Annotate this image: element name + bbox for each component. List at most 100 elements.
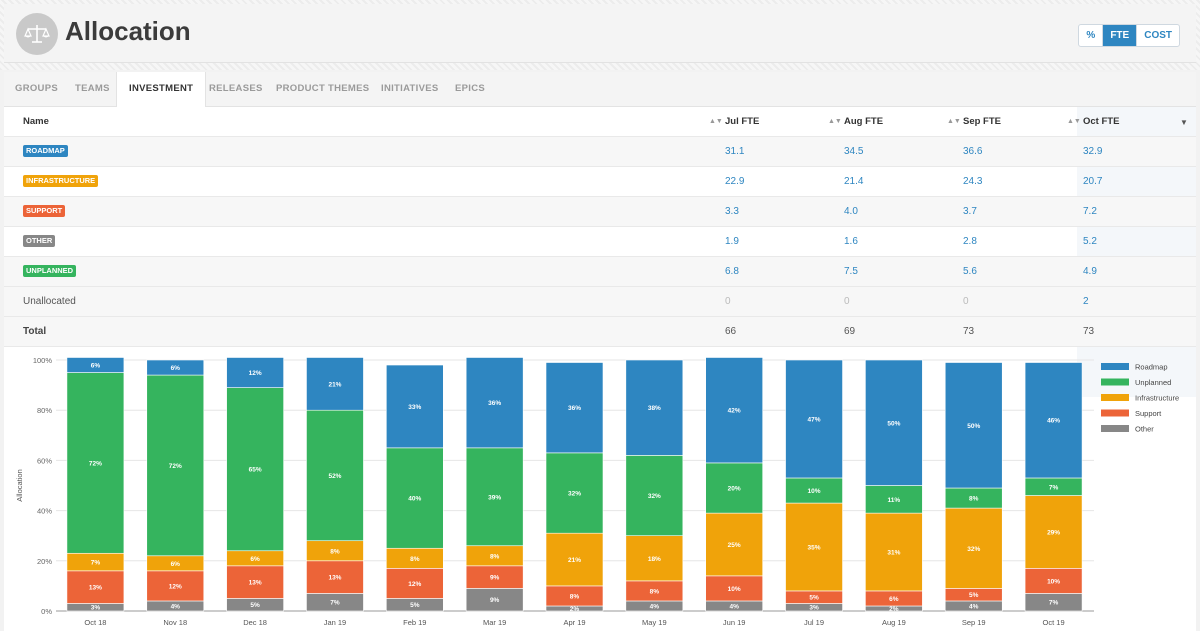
tab-product-themes[interactable]: PRODUCT THEMES xyxy=(276,83,370,94)
bar-segment-roadmap[interactable] xyxy=(465,357,524,449)
table-cell: 69 xyxy=(844,326,856,337)
bar-segment-unplanned[interactable] xyxy=(865,485,923,514)
bar-segment-infrastructure[interactable] xyxy=(785,502,843,592)
table-cell[interactable]: 31.1 xyxy=(725,146,745,157)
bar-segment-roadmap[interactable] xyxy=(785,359,843,479)
category-tag[interactable]: SUPPORT xyxy=(23,205,66,218)
table-cell[interactable]: 7.5 xyxy=(844,266,858,277)
sort-icon[interactable]: ▲▼ xyxy=(828,118,842,125)
bar-segment-unplanned[interactable] xyxy=(306,409,364,542)
bar-segment-support[interactable] xyxy=(66,570,125,604)
data-label: 7% xyxy=(91,560,101,567)
column-header-sep[interactable]: Sep FTE xyxy=(963,116,1002,127)
table-cell[interactable]: 1.9 xyxy=(725,236,739,247)
table-cell[interactable]: 3.3 xyxy=(725,206,739,217)
data-label: 12% xyxy=(169,583,182,590)
table-cell[interactable]: 24.3 xyxy=(963,176,983,187)
bar-segment-roadmap[interactable] xyxy=(865,359,923,486)
bar-segment-unplanned[interactable] xyxy=(226,387,284,552)
toggle-percent-button[interactable]: % xyxy=(1086,30,1096,41)
tab-teams[interactable]: TEAMS xyxy=(75,83,110,94)
bar-segment-unplanned[interactable] xyxy=(705,462,763,514)
bar-segment-unplanned[interactable] xyxy=(465,447,524,547)
bar-segment-unplanned[interactable] xyxy=(545,452,604,534)
table-cell[interactable]: 20.7 xyxy=(1083,176,1103,187)
legend-label[interactable]: Roadmap xyxy=(1135,363,1168,372)
bar-segment-unplanned[interactable] xyxy=(785,477,843,504)
data-label: 11% xyxy=(888,497,901,504)
table-cell[interactable]: 5.2 xyxy=(1083,236,1097,247)
category-tag[interactable]: ROADMAP xyxy=(23,145,68,158)
bar-segment-roadmap[interactable] xyxy=(66,357,125,373)
legend-swatch[interactable] xyxy=(1101,363,1129,370)
page-header: Allocation % FTE COST xyxy=(4,4,1196,63)
data-label: 18% xyxy=(648,556,661,563)
bar-segment-roadmap[interactable] xyxy=(1024,362,1083,479)
legend-label[interactable]: Other xyxy=(1135,425,1154,434)
legend-label[interactable]: Infrastructure xyxy=(1135,394,1179,403)
table-cell[interactable]: 4.9 xyxy=(1083,266,1097,277)
sort-icon[interactable]: ▲▼ xyxy=(709,118,723,125)
table-cell[interactable]: 6.8 xyxy=(725,266,739,277)
sort-icon[interactable]: ▲▼ xyxy=(947,118,961,125)
column-header-aug[interactable]: Aug FTE xyxy=(844,116,884,127)
bar-segment-roadmap[interactable] xyxy=(306,357,364,411)
table-cell[interactable]: 7.2 xyxy=(1083,206,1097,217)
column-header-jul[interactable]: Jul FTE xyxy=(725,116,760,127)
legend-swatch[interactable] xyxy=(1101,425,1129,432)
tab-releases[interactable]: RELEASES xyxy=(209,83,263,94)
table-cell[interactable]: 36.6 xyxy=(963,146,983,157)
table-row: OTHER 1.9 1.6 2.8 5.2 xyxy=(4,227,1196,257)
bar-segment-roadmap[interactable] xyxy=(146,359,205,376)
sort-icon[interactable]: ▲▼ xyxy=(1067,118,1081,125)
bar-segment-support[interactable] xyxy=(226,565,284,599)
table-cell[interactable]: 2 xyxy=(1083,296,1089,307)
bar-segment-roadmap[interactable] xyxy=(625,359,684,456)
main-panel: GROUPS TEAMS INVESTMENT RELEASES PRODUCT… xyxy=(4,72,1196,631)
table-cell[interactable]: 5.6 xyxy=(963,266,977,277)
table-cell[interactable]: 1.6 xyxy=(844,236,858,247)
category-tag[interactable]: UNPLANNED xyxy=(23,265,77,278)
category-tag[interactable]: INFRASTRUCTURE xyxy=(23,175,99,188)
bar-segment-unplanned[interactable] xyxy=(386,447,444,549)
bar-segment-roadmap[interactable] xyxy=(705,357,763,464)
table-cell[interactable]: 21.4 xyxy=(844,176,864,187)
data-label: 12% xyxy=(249,370,262,377)
tab-initiatives[interactable]: INITIATIVES xyxy=(381,83,439,94)
bar-segment-unplanned[interactable] xyxy=(625,455,684,536)
legend-swatch[interactable] xyxy=(1101,378,1129,386)
table-cell[interactable]: 22.9 xyxy=(725,176,745,187)
sort-desc-icon[interactable]: ▼ xyxy=(1180,118,1188,127)
legend-swatch[interactable] xyxy=(1101,394,1129,401)
data-label: 38% xyxy=(648,405,661,412)
bar-segment-infrastructure[interactable] xyxy=(865,512,923,592)
bar-segment-roadmap[interactable] xyxy=(226,357,284,388)
legend-label[interactable]: Support xyxy=(1135,409,1162,418)
row-name: Unallocated xyxy=(23,296,76,307)
bar-segment-infrastructure[interactable] xyxy=(944,507,1003,589)
legend-swatch[interactable] xyxy=(1101,409,1129,417)
column-header-name[interactable]: Name xyxy=(23,116,49,127)
toggle-cost-button[interactable]: COST xyxy=(1136,25,1179,46)
tab-investment[interactable]: INVESTMENT xyxy=(116,72,207,107)
bar-segment-support[interactable] xyxy=(1024,568,1083,594)
table-cell[interactable]: 34.5 xyxy=(844,146,864,157)
bar-segment-roadmap[interactable] xyxy=(545,362,604,454)
tab-groups[interactable]: GROUPS xyxy=(15,83,58,94)
toggle-fte-button[interactable]: FTE xyxy=(1102,25,1137,46)
data-label: 65% xyxy=(249,467,262,474)
legend-label[interactable]: Unplanned xyxy=(1135,378,1171,387)
table-cell[interactable]: 3.7 xyxy=(963,206,977,217)
bar-segment-infrastructure[interactable] xyxy=(545,532,604,587)
table-cell[interactable]: 2.8 xyxy=(963,236,977,247)
category-tag[interactable]: OTHER xyxy=(23,235,56,248)
bar-segment-support[interactable] xyxy=(705,575,763,602)
tab-epics[interactable]: EPICS xyxy=(455,83,486,94)
table-cell[interactable]: 32.9 xyxy=(1083,146,1103,157)
column-header-oct[interactable]: Oct FTE xyxy=(1083,116,1120,127)
bar-segment-unplanned[interactable] xyxy=(146,374,205,557)
table-cell[interactable]: 4.0 xyxy=(844,206,858,217)
bar-segment-roadmap[interactable] xyxy=(944,362,1003,489)
bar-segment-roadmap[interactable] xyxy=(386,364,444,449)
bar-segment-infrastructure[interactable] xyxy=(1024,495,1083,569)
